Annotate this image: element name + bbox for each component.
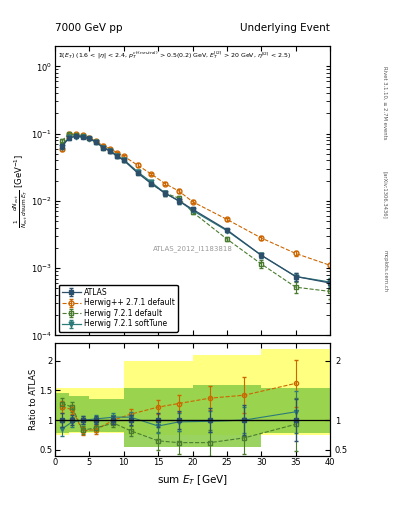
Text: mcplots.cern.ch: mcplots.cern.ch xyxy=(382,250,387,292)
Text: [arXiv:1306.3436]: [arXiv:1306.3436] xyxy=(382,170,387,219)
Bar xyxy=(69,396,90,432)
Bar xyxy=(261,388,330,433)
Text: Underlying Event: Underlying Event xyxy=(240,23,330,33)
Bar xyxy=(261,349,330,435)
Bar xyxy=(193,355,261,435)
X-axis label: sum $E_T$ [GeV]: sum $E_T$ [GeV] xyxy=(157,473,228,487)
Y-axis label: Ratio to ATLAS: Ratio to ATLAS xyxy=(29,369,38,430)
Bar xyxy=(69,388,90,433)
Y-axis label: $\frac{1}{N_{evt}}\frac{dN_{evt}}{d\,\mathrm{sum}\,E_T}$ [GeV$^{-1}$]: $\frac{1}{N_{evt}}\frac{dN_{evt}}{d\,\ma… xyxy=(11,154,30,228)
Legend: ATLAS, Herwig++ 2.7.1 default, Herwig 7.2.1 default, Herwig 7.2.1 softTune: ATLAS, Herwig++ 2.7.1 default, Herwig 7.… xyxy=(59,285,178,332)
Bar xyxy=(55,393,69,433)
Bar xyxy=(90,399,124,432)
Bar xyxy=(124,361,193,435)
Text: ATLAS_2012_I1183818: ATLAS_2012_I1183818 xyxy=(152,245,233,252)
Bar xyxy=(55,388,69,435)
Bar xyxy=(124,388,193,447)
Bar xyxy=(90,388,124,433)
Bar xyxy=(193,385,261,447)
Text: Rivet 3.1.10, ≥ 2.7M events: Rivet 3.1.10, ≥ 2.7M events xyxy=(382,66,387,139)
Text: $\Sigma(E_T)$ (1.6 < |$\eta$| < 2.4, $p_T^{ch(neutral)}$ > 0.5(0.2) GeV, $E_T^{|: $\Sigma(E_T)$ (1.6 < |$\eta$| < 2.4, $p_… xyxy=(58,49,291,60)
Text: 7000 GeV pp: 7000 GeV pp xyxy=(55,23,123,33)
